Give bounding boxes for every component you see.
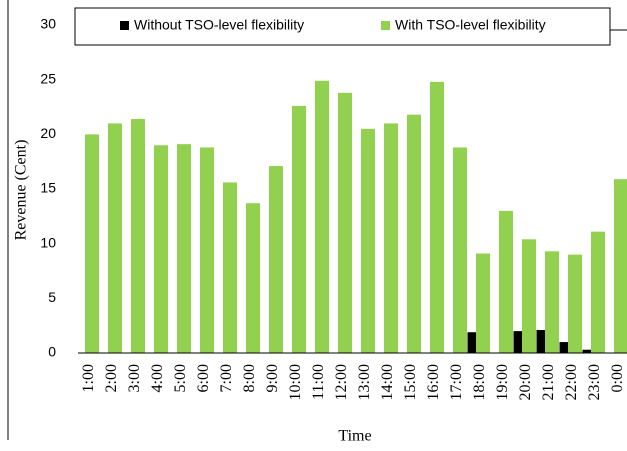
x-tick-label: 21:00 — [540, 364, 557, 400]
x-tick-label: 1:00 — [80, 364, 97, 392]
x-tick-label: 11:00 — [310, 364, 327, 400]
x-tick-label: 2:00 — [103, 364, 120, 392]
bar — [430, 81, 444, 353]
bar — [476, 253, 490, 353]
bar — [108, 123, 122, 354]
bar — [384, 123, 398, 354]
x-tick-label: 18:00 — [471, 364, 488, 400]
bar — [453, 147, 467, 353]
bar — [467, 332, 477, 353]
x-tick-label: 9:00 — [264, 364, 281, 392]
y-tick-label: 10 — [40, 234, 56, 250]
legend-swatch — [120, 21, 129, 30]
y-tick-label: 30 — [40, 16, 56, 32]
bar — [361, 128, 375, 353]
bar — [177, 144, 191, 353]
legend-box — [74, 7, 611, 46]
legend-label: With TSO-level flexibility — [395, 17, 546, 33]
x-tick-label: 8:00 — [241, 364, 258, 392]
y-tick-label: 15 — [40, 180, 56, 196]
bar — [85, 134, 99, 353]
bar — [499, 210, 513, 353]
x-tick-label: 13:00 — [356, 364, 373, 400]
x-tick-label: 7:00 — [218, 364, 235, 392]
legend-swatch — [381, 21, 390, 30]
bar — [559, 342, 569, 353]
x-tick-label: 14:00 — [379, 364, 396, 400]
bar — [154, 145, 168, 353]
bar — [315, 80, 329, 353]
bar — [246, 203, 260, 353]
y-tick-label: 25 — [40, 70, 56, 86]
bar — [200, 147, 214, 353]
x-tick-label: 22:00 — [563, 364, 580, 400]
x-tick-label: 16:00 — [425, 364, 442, 400]
x-tick-label: 23:00 — [586, 364, 603, 400]
x-tick-label: 20:00 — [517, 364, 534, 400]
bar — [131, 119, 145, 353]
bar — [338, 92, 352, 353]
x-tick-label: 15:00 — [402, 364, 419, 400]
bar — [407, 114, 421, 353]
x-tick-label: 3:00 — [126, 364, 143, 392]
bar — [582, 349, 592, 353]
x-tick-label: 19:00 — [494, 364, 511, 400]
x-tick-label: 6:00 — [195, 364, 212, 392]
legend-label: Without TSO-level flexibility — [134, 17, 304, 33]
bar — [513, 331, 523, 353]
bar — [545, 251, 559, 353]
x-axis-title: Time — [338, 428, 371, 445]
bar — [292, 105, 306, 353]
x-tick-label: 10:00 — [287, 364, 304, 400]
x-tick-label: 12:00 — [333, 364, 350, 400]
y-tick-label: 0 — [48, 344, 56, 360]
bar — [614, 179, 627, 353]
bar — [568, 254, 582, 353]
x-tick-label: 4:00 — [149, 364, 166, 392]
bar — [536, 330, 546, 353]
bar — [522, 239, 536, 353]
bar — [591, 231, 605, 353]
x-tick-label: 17:00 — [448, 364, 465, 400]
y-axis-title: Revenue (Cent) — [13, 140, 30, 241]
x-tick-label: 5:00 — [172, 364, 189, 392]
bar — [269, 166, 283, 353]
bar — [223, 182, 237, 353]
y-tick-label: 20 — [40, 125, 56, 141]
x-tick-label: 0:00 — [609, 364, 626, 392]
y-tick-label: 5 — [48, 289, 56, 305]
